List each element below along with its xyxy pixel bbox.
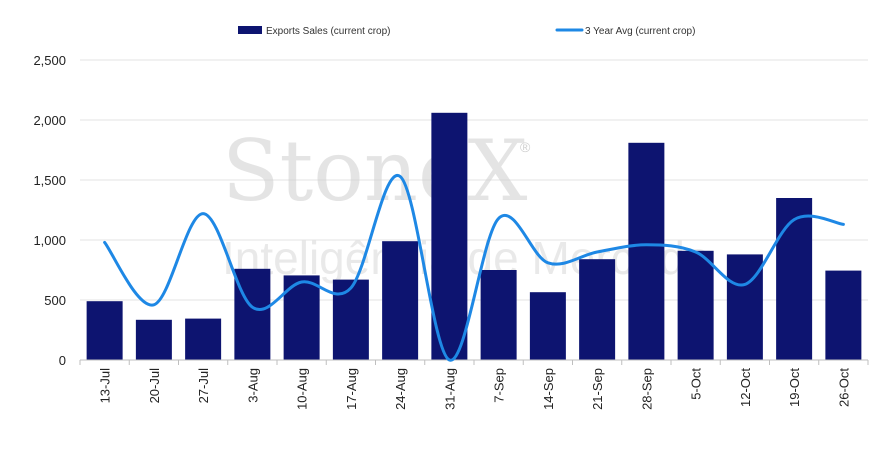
x-tick-label: 17-Aug xyxy=(344,368,359,410)
legend-swatch-bar xyxy=(238,26,262,34)
x-tick-label: 26-Oct xyxy=(836,368,851,407)
watermark-registered-mark: ® xyxy=(520,139,531,155)
bar xyxy=(185,318,222,360)
bar xyxy=(135,319,172,360)
bar-series xyxy=(86,112,862,360)
x-tick-label: 10-Aug xyxy=(295,368,310,410)
bar xyxy=(431,112,468,360)
legend-label-3yr-avg: 3 Year Avg (current crop) xyxy=(585,26,695,37)
bar xyxy=(86,301,123,360)
y-tick-label: 2,000 xyxy=(33,113,66,128)
bar xyxy=(579,259,616,360)
x-tick-label: 28-Sep xyxy=(639,368,654,410)
x-tick-label: 20-Jul xyxy=(147,368,162,404)
bar xyxy=(332,279,369,360)
legend-label-exports: Exports Sales (current crop) xyxy=(266,26,391,37)
bar xyxy=(628,142,665,360)
legend-item-3yr-avg: 3 Year Avg (current crop) xyxy=(555,26,695,37)
x-tick-label: 13-Jul xyxy=(98,368,113,404)
x-tick-label: 3-Aug xyxy=(245,368,260,403)
x-tick-label: 21-Sep xyxy=(590,368,605,410)
bar xyxy=(825,270,862,360)
x-tick-label: 19-Oct xyxy=(787,368,802,407)
x-tick-label: 31-Aug xyxy=(442,368,457,410)
bar xyxy=(234,268,271,360)
y-axis: 0 500 1,000 1,500 2,000 2,500 xyxy=(33,53,66,368)
bar xyxy=(529,292,566,360)
x-tick-label: 27-Jul xyxy=(196,368,211,404)
y-tick-label: 1,500 xyxy=(33,173,66,188)
y-tick-label: 0 xyxy=(59,353,66,368)
bar xyxy=(726,254,763,360)
y-tick-label: 500 xyxy=(44,293,66,308)
legend: Exports Sales (current crop) 3 Year Avg … xyxy=(238,26,695,37)
x-tick-label: 5-Oct xyxy=(689,368,704,400)
x-tick-labels: 13-Jul 20-Jul 27-Jul 3-Aug 10-Aug 17-Aug 24-Au… xyxy=(98,368,852,410)
x-tick-label: 12-Oct xyxy=(738,368,753,407)
y-tick-label: 2,500 xyxy=(33,53,66,68)
x-axis xyxy=(79,359,869,365)
x-tick-label: 7-Sep xyxy=(492,368,507,403)
x-tick-label: 24-Aug xyxy=(393,368,408,410)
watermark-brand: StoneX xyxy=(222,122,528,220)
y-tick-label: 1,000 xyxy=(33,233,66,248)
bar xyxy=(776,198,813,360)
series-line xyxy=(103,174,845,362)
line-series xyxy=(103,174,845,362)
bar xyxy=(480,270,517,360)
bar xyxy=(677,250,714,360)
legend-item-exports: Exports Sales (current crop) xyxy=(238,26,391,37)
bar xyxy=(382,241,419,360)
x-tick-label: 14-Sep xyxy=(541,368,556,410)
